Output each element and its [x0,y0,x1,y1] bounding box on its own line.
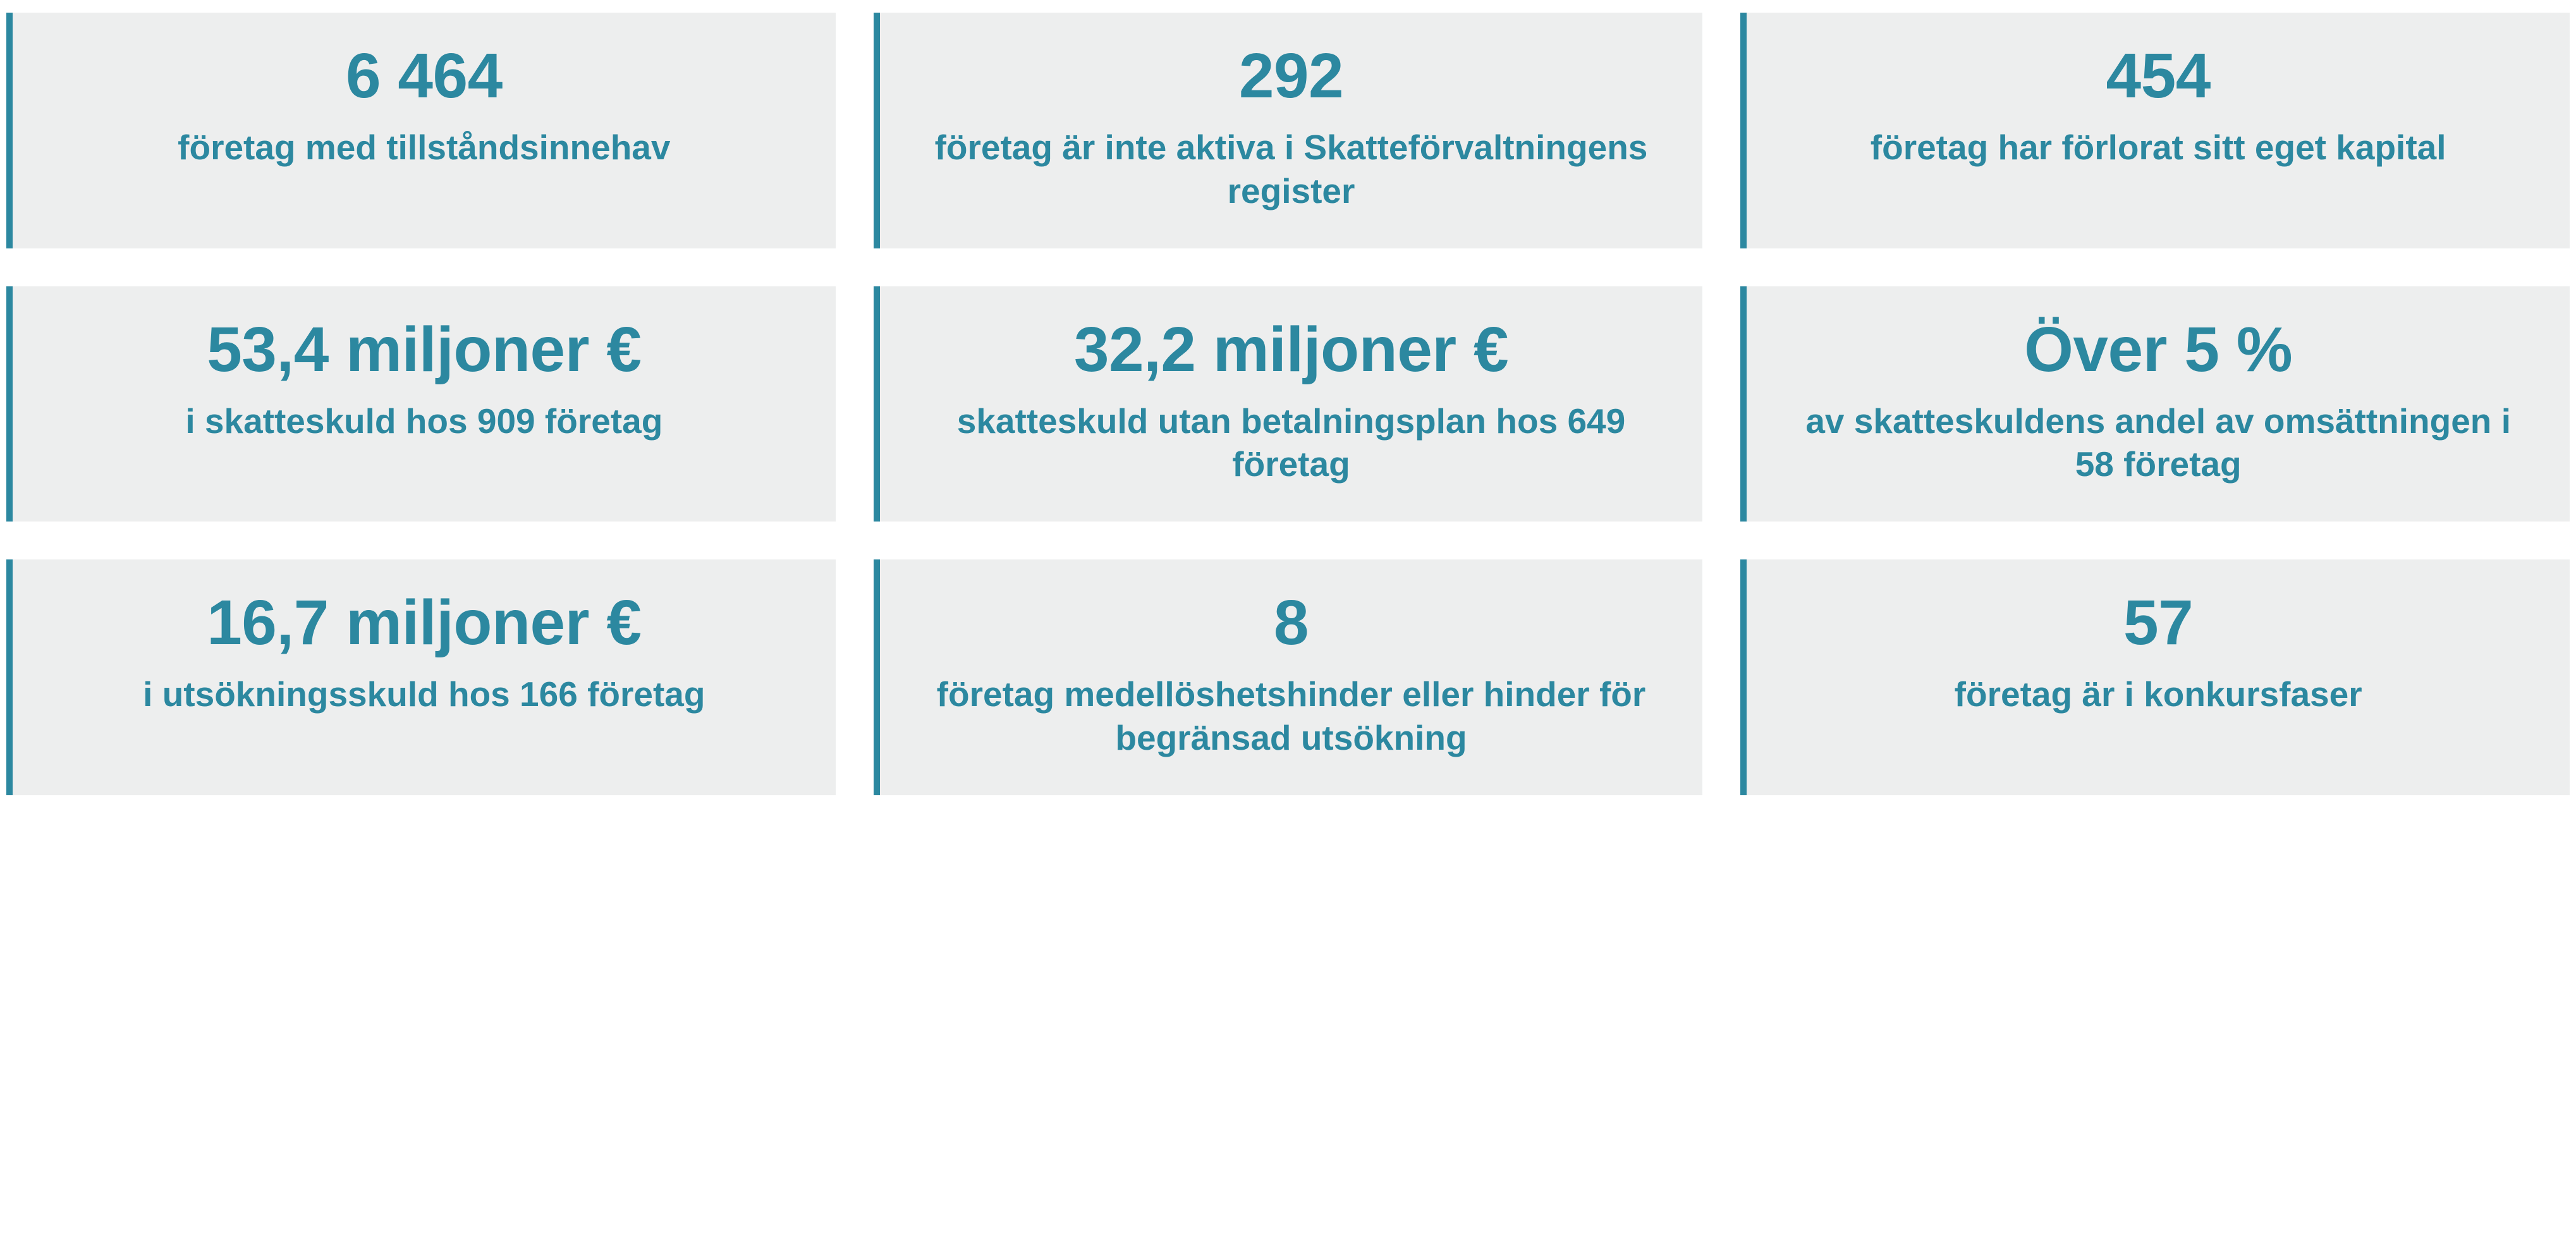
stat-desc: i utsökningsskuld hos 166 företag [143,673,705,716]
stat-value: 292 [1239,43,1343,109]
stat-value: 8 [1274,590,1309,656]
stat-card: 8 företag medellöshetshinder eller hinde… [874,559,1703,795]
stat-card: 32,2 miljoner € skatteskuld utan betalni… [874,286,1703,522]
stat-value: 32,2 miljoner € [1074,317,1508,383]
stat-desc: skatteskuld utan betalningsplan hos 649 … [918,400,1665,487]
stat-desc: företag medellöshetshinder eller hinder … [918,673,1665,760]
stat-desc: företag är inte aktiva i Skatteförvaltni… [918,126,1665,213]
stat-card: 454 företag har förlorat sitt eget kapit… [1740,13,2570,248]
stat-value: 6 464 [346,43,503,109]
stat-card: 292 företag är inte aktiva i Skatteförva… [874,13,1703,248]
stat-desc: företag med tillståndsinnehav [178,126,670,169]
stat-card: Över 5 % av skatteskuldens andel av omsä… [1740,286,2570,522]
stat-value: 53,4 miljoner € [207,317,641,383]
stat-card-grid: 6 464 företag med tillståndsinnehav 292 … [0,0,2576,808]
stat-value: 454 [2106,43,2210,109]
stat-value: 16,7 miljoner € [207,590,641,656]
stat-desc: företag är i konkursfaser [1955,673,2362,716]
stat-card: 57 företag är i konkursfaser [1740,559,2570,795]
stat-desc: i skatteskuld hos 909 företag [185,400,662,443]
stat-value: 57 [2123,590,2193,656]
stat-card: 16,7 miljoner € i utsökningsskuld hos 16… [6,559,836,795]
stat-desc: av skatteskuldens andel av omsättningen … [1785,400,2532,487]
stat-value: Över 5 % [2024,317,2292,383]
stat-desc: företag har förlorat sitt eget kapital [1871,126,2446,169]
stat-card: 6 464 företag med tillståndsinnehav [6,13,836,248]
stat-card: 53,4 miljoner € i skatteskuld hos 909 fö… [6,286,836,522]
